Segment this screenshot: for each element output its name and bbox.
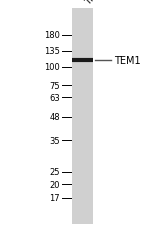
Text: 75: 75 — [49, 81, 60, 90]
Text: 35: 35 — [49, 136, 60, 145]
Text: 135: 135 — [44, 47, 60, 56]
Bar — [72, 9, 93, 224]
Text: 100: 100 — [44, 63, 60, 72]
Text: 25: 25 — [50, 168, 60, 177]
Text: TEM1: TEM1 — [114, 56, 141, 66]
Text: Thymus: Thymus — [83, 0, 115, 7]
Text: 48: 48 — [49, 113, 60, 122]
Text: 180: 180 — [44, 31, 60, 40]
Text: 17: 17 — [49, 194, 60, 203]
Text: 20: 20 — [50, 180, 60, 189]
Text: 63: 63 — [49, 93, 60, 103]
